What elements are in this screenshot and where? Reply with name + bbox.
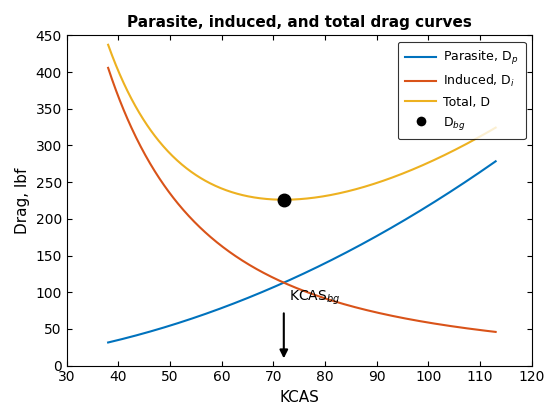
Text: KCAS$_{bg}$: KCAS$_{bg}$ — [289, 289, 340, 307]
X-axis label: KCAS: KCAS — [279, 390, 319, 405]
Legend: Parasite, D$_p$, Induced, D$_i$, Total, D, D$_{bg}$: Parasite, D$_p$, Induced, D$_i$, Total, … — [398, 42, 526, 139]
Title: Parasite, induced, and total drag curves: Parasite, induced, and total drag curves — [127, 15, 472, 30]
Y-axis label: Drag, lbf: Drag, lbf — [15, 167, 30, 234]
